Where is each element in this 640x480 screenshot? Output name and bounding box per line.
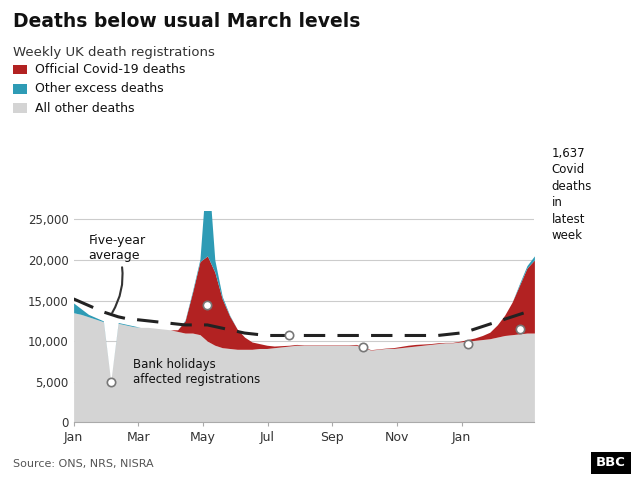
Text: Deaths below usual March levels: Deaths below usual March levels xyxy=(13,12,360,31)
Text: Bank holidays
affected registrations: Bank holidays affected registrations xyxy=(133,358,260,386)
Text: 1,637
Covid
deaths
in
latest
week: 1,637 Covid deaths in latest week xyxy=(552,147,592,242)
Text: Weekly UK death registrations: Weekly UK death registrations xyxy=(13,46,214,59)
Text: Other excess deaths: Other excess deaths xyxy=(35,82,163,96)
Text: Official Covid-19 deaths: Official Covid-19 deaths xyxy=(35,63,185,76)
Text: Five-year
average: Five-year average xyxy=(88,234,145,313)
Text: Source: ONS, NRS, NISRA: Source: ONS, NRS, NISRA xyxy=(13,459,154,469)
Text: BBC: BBC xyxy=(596,456,626,469)
Text: All other deaths: All other deaths xyxy=(35,101,134,115)
